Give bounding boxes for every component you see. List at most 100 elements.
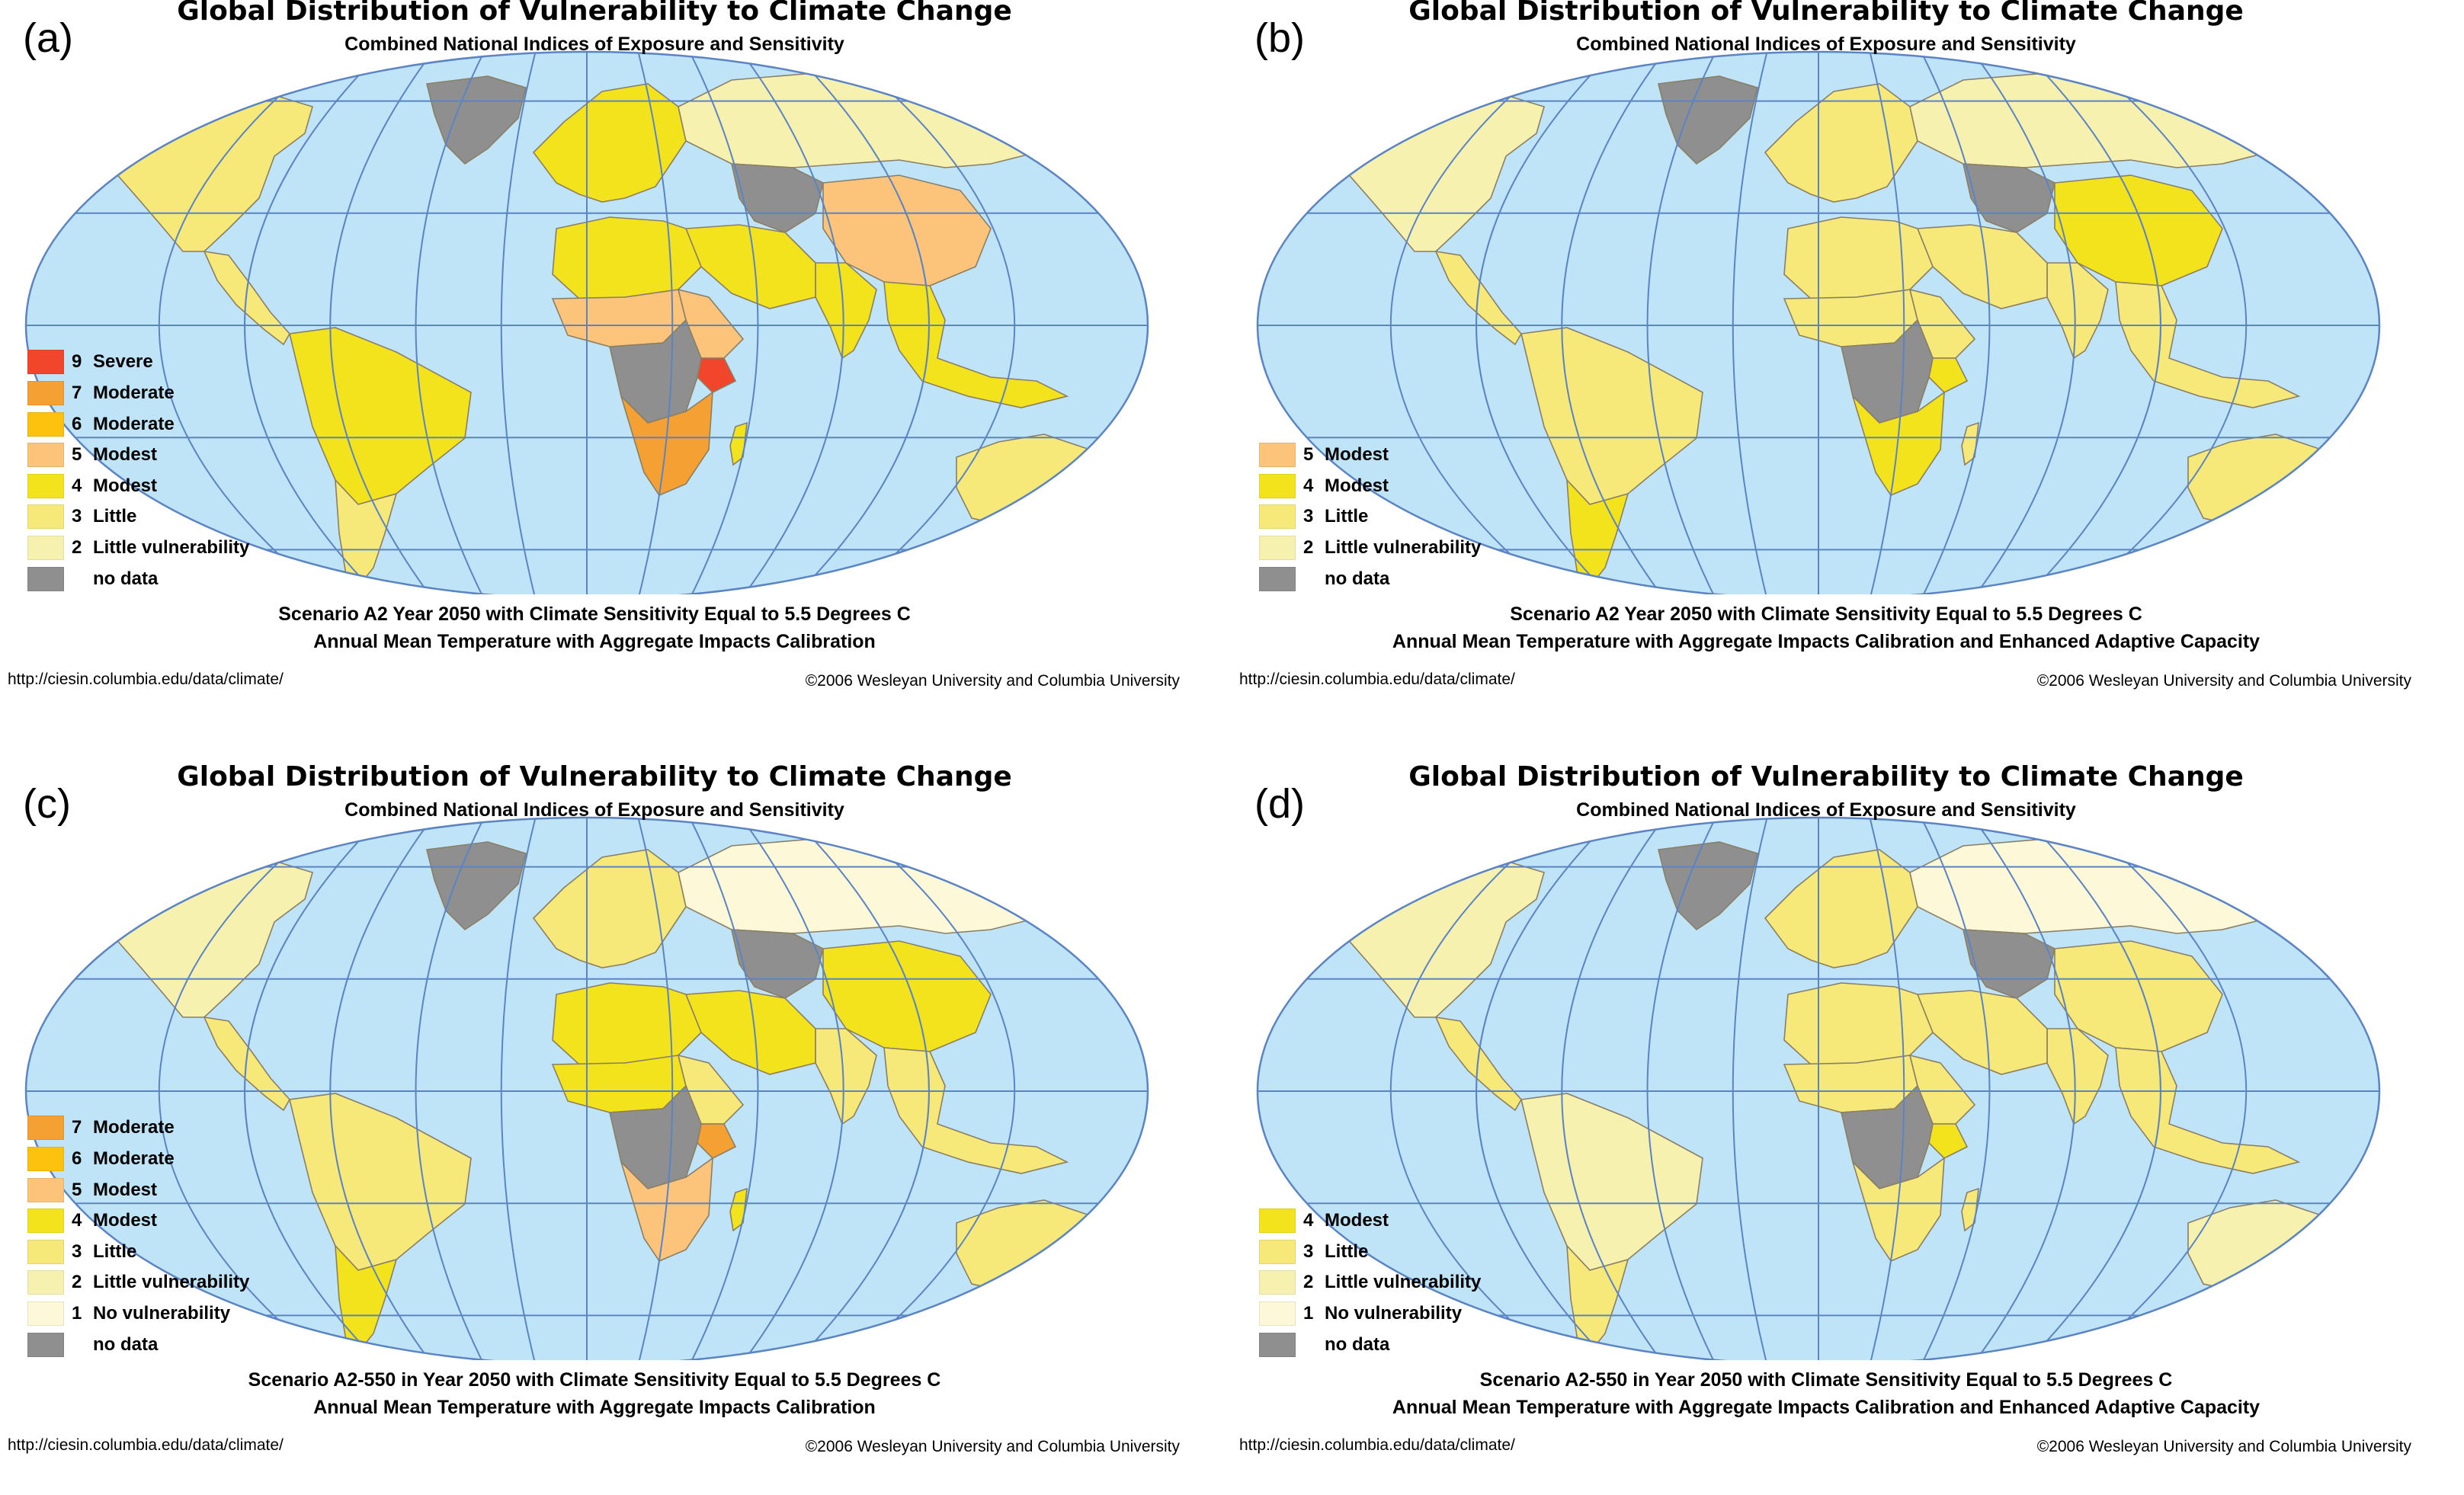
legend-swatch xyxy=(27,443,64,468)
legend-label: No vulnerability xyxy=(1325,1303,1463,1324)
source-url[interactable]: http://ciesin.columbia.edu/data/climate/ xyxy=(8,1436,284,1454)
source-url[interactable]: http://ciesin.columbia.edu/data/climate/ xyxy=(8,671,284,688)
region-europe xyxy=(532,83,687,203)
map-panel-1: (a) Global Distribution of Vulnerability… xyxy=(0,0,1232,729)
legend-label: Modest xyxy=(93,444,157,466)
region-central-asia xyxy=(1962,163,2055,233)
scenario-line-2: Annual Mean Temperature with Aggregate I… xyxy=(1392,1397,2261,1418)
legend-label: no data xyxy=(1325,1333,1390,1355)
meridian-line xyxy=(740,52,844,594)
source-url[interactable]: http://ciesin.columbia.edu/data/climate/ xyxy=(1239,671,1515,688)
map-subtitle: Combined National Indices of Exposure an… xyxy=(344,799,844,821)
legend-value: 6 xyxy=(72,1148,82,1170)
region-russia xyxy=(678,72,1053,168)
map-subtitle: Combined National Indices of Exposure an… xyxy=(1576,34,2076,55)
legend-label: Little vulnerability xyxy=(1325,537,1482,559)
legend-value: 1 xyxy=(72,1303,82,1324)
map-outline xyxy=(24,816,1149,1360)
region-south-cone xyxy=(1566,478,1629,588)
legend-value: 9 xyxy=(72,351,82,373)
land-layer xyxy=(1315,837,2379,1354)
region-south-america xyxy=(289,327,472,505)
legend-label: Modest xyxy=(93,1179,157,1200)
region-russia xyxy=(1909,837,2285,934)
region-south-america xyxy=(289,1093,472,1271)
copyright-notice: ©2006 Wesleyan University and Columbia U… xyxy=(805,672,1180,690)
region-europe xyxy=(1764,849,1918,968)
region-southeast-asia xyxy=(2115,281,2301,408)
meridian-line xyxy=(843,52,1016,594)
region-southern-africa xyxy=(620,391,713,496)
region-middle-east xyxy=(1916,224,2048,309)
legend-swatch xyxy=(27,566,64,591)
legend-item: 2 Little vulnerability xyxy=(1259,1267,1481,1298)
meridian-line xyxy=(689,818,759,1360)
legend-item: 5 Modest xyxy=(27,1174,249,1205)
legend-item: no data xyxy=(1259,1329,1481,1360)
meridian-line xyxy=(2023,818,2161,1360)
legend-value: 4 xyxy=(1303,475,1314,496)
meridian-line xyxy=(843,818,1016,1360)
region-russia xyxy=(1909,72,2285,168)
legend-value: 7 xyxy=(72,1117,82,1138)
legend-value: 5 xyxy=(72,1179,82,1200)
region-south-cone xyxy=(1566,1244,1629,1354)
legend-item: 1 No vulnerability xyxy=(1259,1298,1481,1330)
region-europe xyxy=(1764,83,1918,203)
region-greenland xyxy=(1658,841,1758,931)
legend-value: 1 xyxy=(1303,1303,1314,1324)
legend-item: no data xyxy=(27,563,249,594)
legend-swatch xyxy=(27,411,64,437)
region-central-america xyxy=(1434,1016,1522,1112)
scenario-line-1: Scenario A2-550 in Year 2050 with Climat… xyxy=(1479,1369,2173,1391)
legend-value: 5 xyxy=(72,444,82,466)
legend-swatch xyxy=(27,1177,64,1202)
meridian-line xyxy=(1972,818,2076,1360)
meridian-line xyxy=(244,52,382,594)
legend-item: 4 Modest xyxy=(27,471,249,502)
legend-swatch xyxy=(1259,1208,1296,1234)
map-title: Global Distribution of Vulnerability to … xyxy=(177,0,1012,27)
map-subtitle: Combined National Indices of Exposure an… xyxy=(344,34,844,55)
region-new-zealand xyxy=(2355,524,2379,565)
meridian-line xyxy=(1972,52,2076,594)
legend-value: 3 xyxy=(1303,506,1314,527)
region-southeast-asia xyxy=(2115,1047,2301,1174)
legend-item: 7 Moderate xyxy=(27,1112,249,1144)
legend-label: Little vulnerability xyxy=(93,1272,250,1293)
meridian-line xyxy=(1732,52,1768,594)
region-india xyxy=(2046,262,2109,360)
legend-label: no data xyxy=(93,568,159,589)
scenario-line-2: Annual Mean Temperature with Aggregate I… xyxy=(313,631,876,652)
legend-item: 2 Little vulnerability xyxy=(1259,533,1481,564)
meridian-line xyxy=(1561,818,1665,1360)
region-southern-africa xyxy=(1852,1157,1945,1262)
legend-label: Modest xyxy=(1325,475,1389,496)
legend-label: No vulnerability xyxy=(93,1303,231,1324)
panel-letter: (c) xyxy=(23,781,71,827)
map-title: Global Distribution of Vulnerability to … xyxy=(1408,0,2244,27)
legend-label: Little vulnerability xyxy=(93,537,250,559)
meridian-line xyxy=(1646,52,1716,594)
source-url[interactable]: http://ciesin.columbia.edu/data/climate/ xyxy=(1239,1436,1515,1454)
legend-label: Little xyxy=(1325,506,1369,527)
meridian-line xyxy=(1389,818,1562,1360)
world-map xyxy=(1256,816,2381,1360)
legend-swatch xyxy=(27,1208,64,1234)
region-russia xyxy=(678,837,1053,934)
legend-label: Little xyxy=(1325,1240,1369,1262)
legend-swatch xyxy=(27,1332,64,1357)
region-new-zealand xyxy=(1123,524,1148,565)
meridian-line xyxy=(1646,818,1716,1360)
copyright-notice: ©2006 Wesleyan University and Columbia U… xyxy=(805,1438,1180,1455)
legend-swatch xyxy=(27,1270,64,1295)
legend-swatch xyxy=(27,473,64,498)
legend-swatch xyxy=(27,1301,64,1327)
region-southeast-asia xyxy=(883,1047,1069,1174)
legend-label: no data xyxy=(93,1333,159,1355)
scenario-line-1: Scenario A2 Year 2050 with Climate Sensi… xyxy=(278,603,911,625)
legend-swatch xyxy=(27,1147,64,1172)
meridian-line xyxy=(2075,52,2248,594)
region-central-asia xyxy=(730,929,824,999)
legend-swatch xyxy=(27,381,64,406)
